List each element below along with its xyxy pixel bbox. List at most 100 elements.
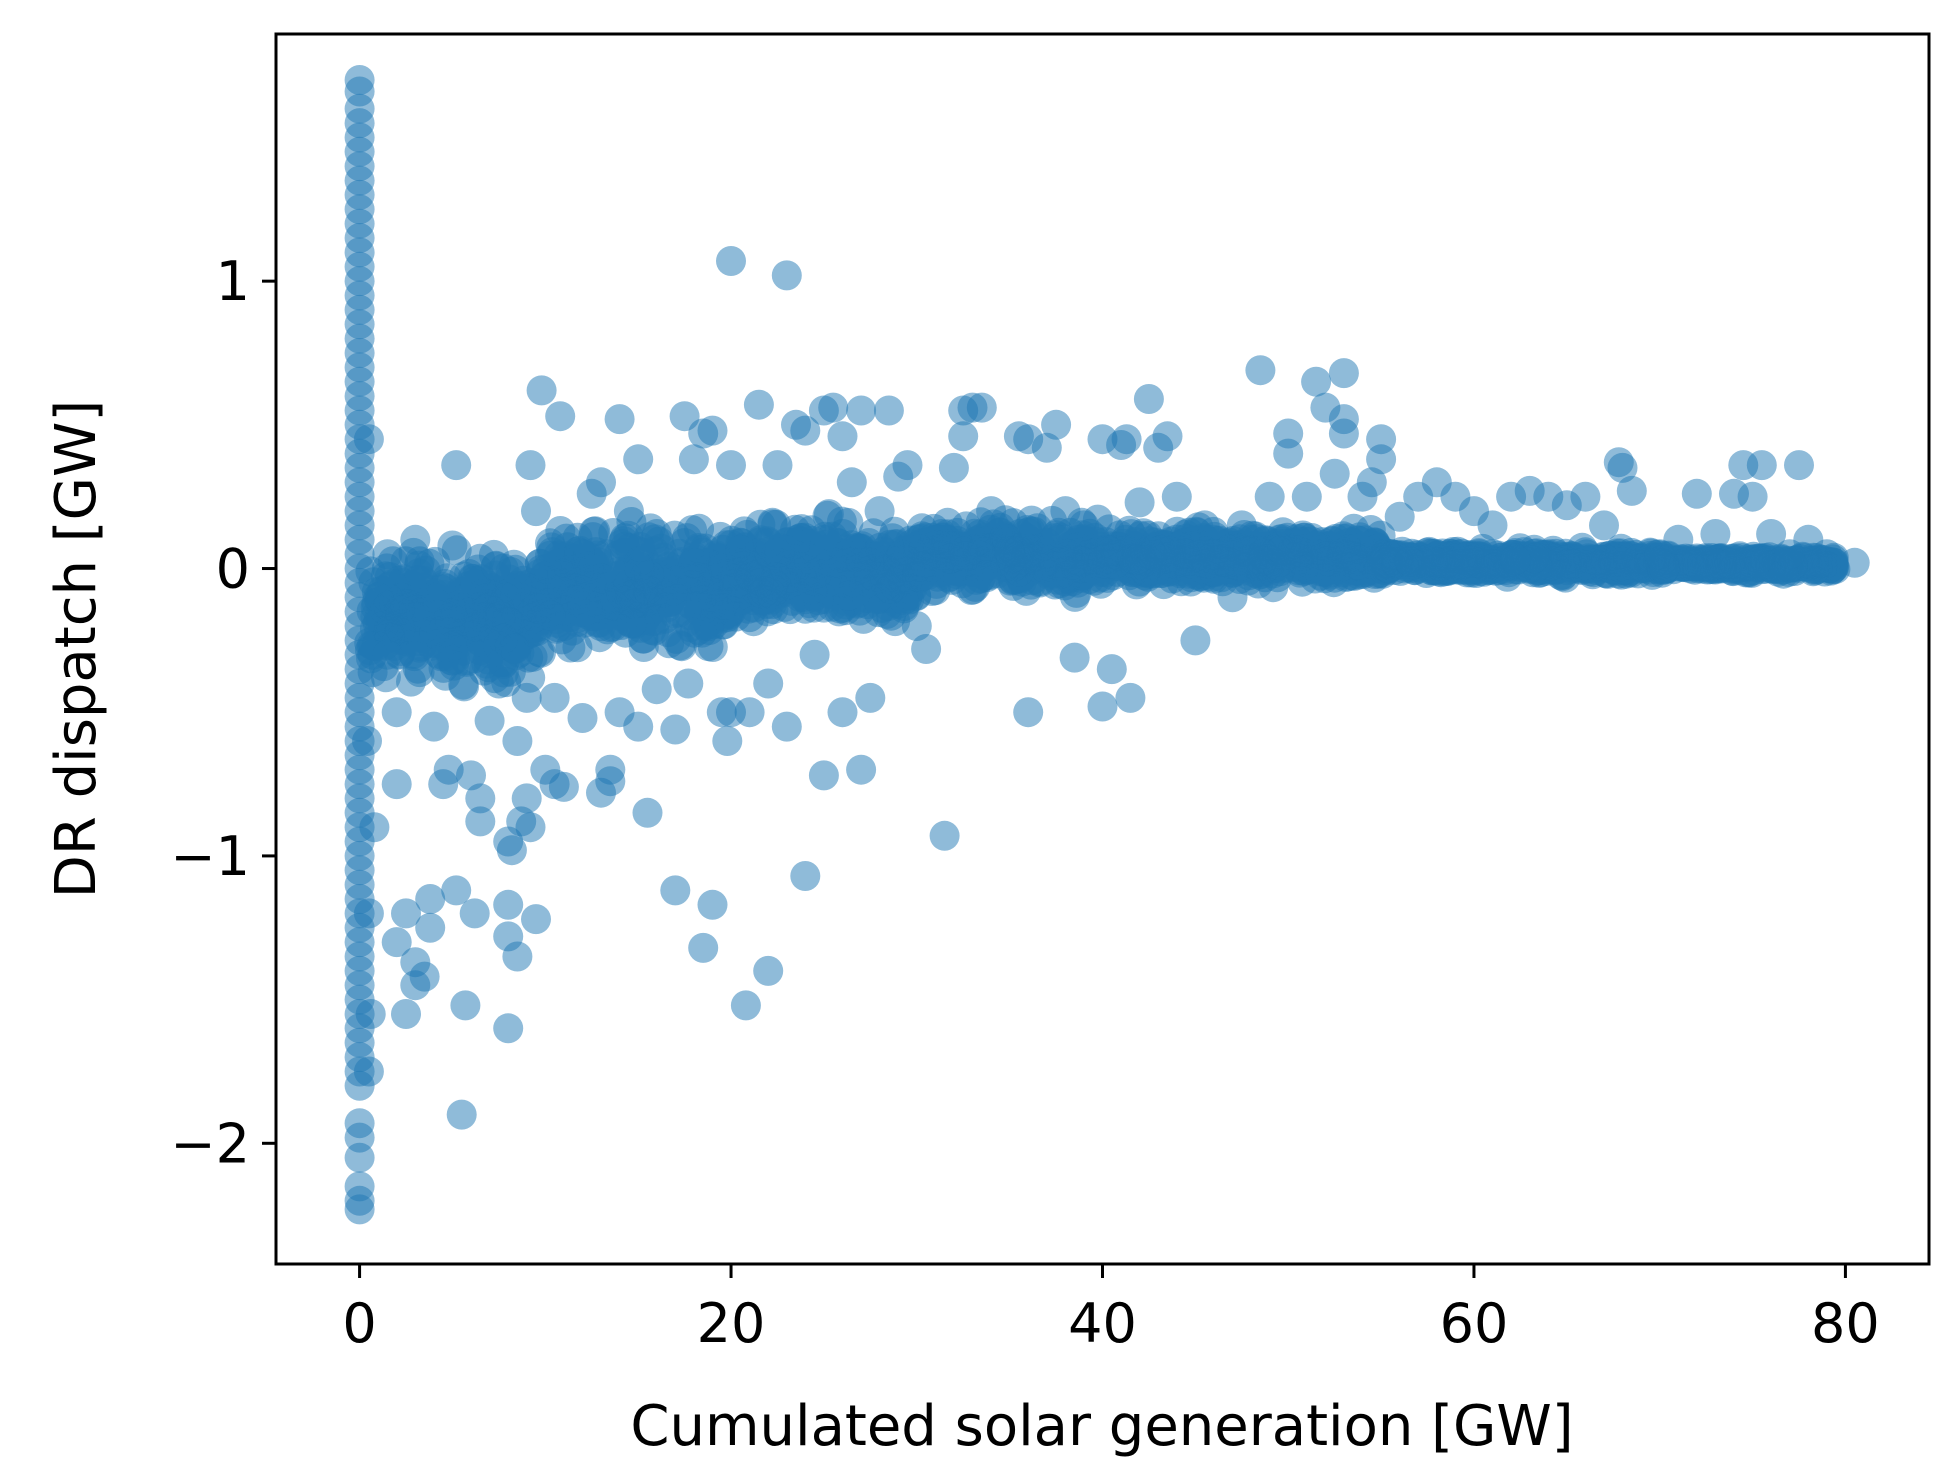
scatter-point: [660, 714, 691, 745]
scatter-point: [511, 783, 542, 814]
scatter-point: [762, 450, 793, 481]
scatter-point: [441, 450, 472, 481]
scatter-point: [422, 599, 453, 630]
scatter-point: [1096, 654, 1127, 685]
scatter-point: [938, 452, 969, 483]
scatter-point: [1068, 510, 1099, 541]
scatter-point: [502, 941, 533, 972]
scatter-point: [859, 561, 890, 592]
scatter-point: [1198, 539, 1229, 570]
scatter-point: [605, 584, 636, 615]
scatter-point: [381, 927, 412, 958]
scatter-point: [1421, 547, 1452, 578]
scatter-point: [613, 496, 644, 527]
scatter-point: [1477, 510, 1508, 541]
scatter-point: [693, 611, 724, 641]
scatter-point: [1059, 642, 1090, 673]
scatter-point: [493, 1013, 524, 1044]
scatter-point: [1678, 546, 1709, 577]
scatter-point: [1366, 444, 1397, 475]
scatter-point: [465, 806, 496, 837]
scatter-point: [1616, 475, 1647, 506]
scatter-point: [1399, 549, 1430, 580]
scatter-point: [483, 668, 514, 699]
x-tick-label: 60: [1440, 1292, 1509, 1355]
scatter-point: [474, 705, 505, 736]
scatter-point: [1124, 487, 1155, 518]
scatter-point: [539, 682, 570, 713]
scatter-point: [355, 999, 386, 1029]
scatter-point: [524, 636, 554, 667]
scatter-point: [873, 395, 904, 426]
scatter-point: [1273, 438, 1304, 469]
scatter-point: [948, 421, 979, 452]
scatter-point: [1152, 421, 1183, 452]
scatter-point: [716, 246, 746, 276]
scatter-point: [1236, 524, 1267, 555]
scatter-point: [1328, 418, 1359, 449]
scatter-point: [460, 569, 491, 600]
scatter-point: [353, 424, 384, 455]
scatter-point: [678, 444, 709, 475]
scatter-point: [864, 496, 895, 527]
scatter-point: [465, 783, 496, 814]
scatter-point: [584, 562, 614, 593]
scatter-point: [818, 392, 849, 423]
x-tick-label: 40: [1068, 1292, 1137, 1355]
scatter-point: [502, 726, 533, 756]
scatter-point: [456, 760, 486, 791]
scatter-point: [697, 889, 728, 920]
scatter-point: [831, 540, 862, 571]
scatter-point: [994, 536, 1025, 567]
scatter-point: [1737, 481, 1768, 512]
scatter-point: [624, 551, 654, 582]
scatter-point: [521, 904, 551, 935]
scatter-point: [1384, 501, 1415, 532]
scatter-point: [446, 1099, 477, 1130]
scatter-point: [790, 415, 821, 446]
scatter-point: [515, 450, 546, 481]
scatter-point: [1245, 355, 1276, 386]
scatter-point: [1839, 547, 1870, 578]
scatter-point: [1137, 540, 1168, 571]
scatter-point: [1589, 510, 1619, 541]
scatter-point: [1031, 432, 1062, 463]
scatter-point: [363, 582, 394, 613]
scatter-point: [730, 990, 761, 1021]
scatter-point: [1189, 510, 1220, 541]
scatter-point: [641, 674, 672, 705]
scatter-point: [359, 812, 390, 843]
scatter-point: [595, 766, 626, 797]
scatter-point: [720, 559, 751, 590]
scatter-point: [1756, 519, 1787, 549]
scatter-point: [757, 509, 788, 540]
scatter-point: [548, 611, 579, 641]
scatter-point: [381, 697, 412, 728]
scatter-point: [1681, 478, 1712, 509]
scatter-point: [966, 392, 997, 423]
scatter-point: [743, 389, 774, 420]
scatter-point: [415, 884, 446, 914]
scatter-point: [920, 524, 951, 555]
scatter-point: [836, 467, 867, 498]
scatter-point: [344, 1142, 375, 1173]
scatter-point: [344, 1194, 375, 1225]
scatter-point: [976, 496, 1007, 527]
scatter-point: [567, 703, 598, 733]
scatter-point: [1272, 539, 1303, 570]
scatter-point: [353, 1056, 384, 1087]
scatter-point: [716, 450, 746, 481]
scatter-point: [1311, 541, 1342, 572]
scatter-point: [1605, 538, 1636, 569]
scatter-point: [586, 467, 616, 498]
scatter-point: [604, 404, 635, 435]
scatter-point: [1291, 481, 1322, 512]
scatter-point: [1161, 481, 1192, 512]
scatter-point: [892, 450, 923, 481]
scatter-point: [353, 898, 384, 929]
y-axis-label: DR dispatch [GW]: [44, 400, 109, 898]
scatter-point: [971, 560, 1001, 591]
scatter-point: [827, 421, 858, 452]
